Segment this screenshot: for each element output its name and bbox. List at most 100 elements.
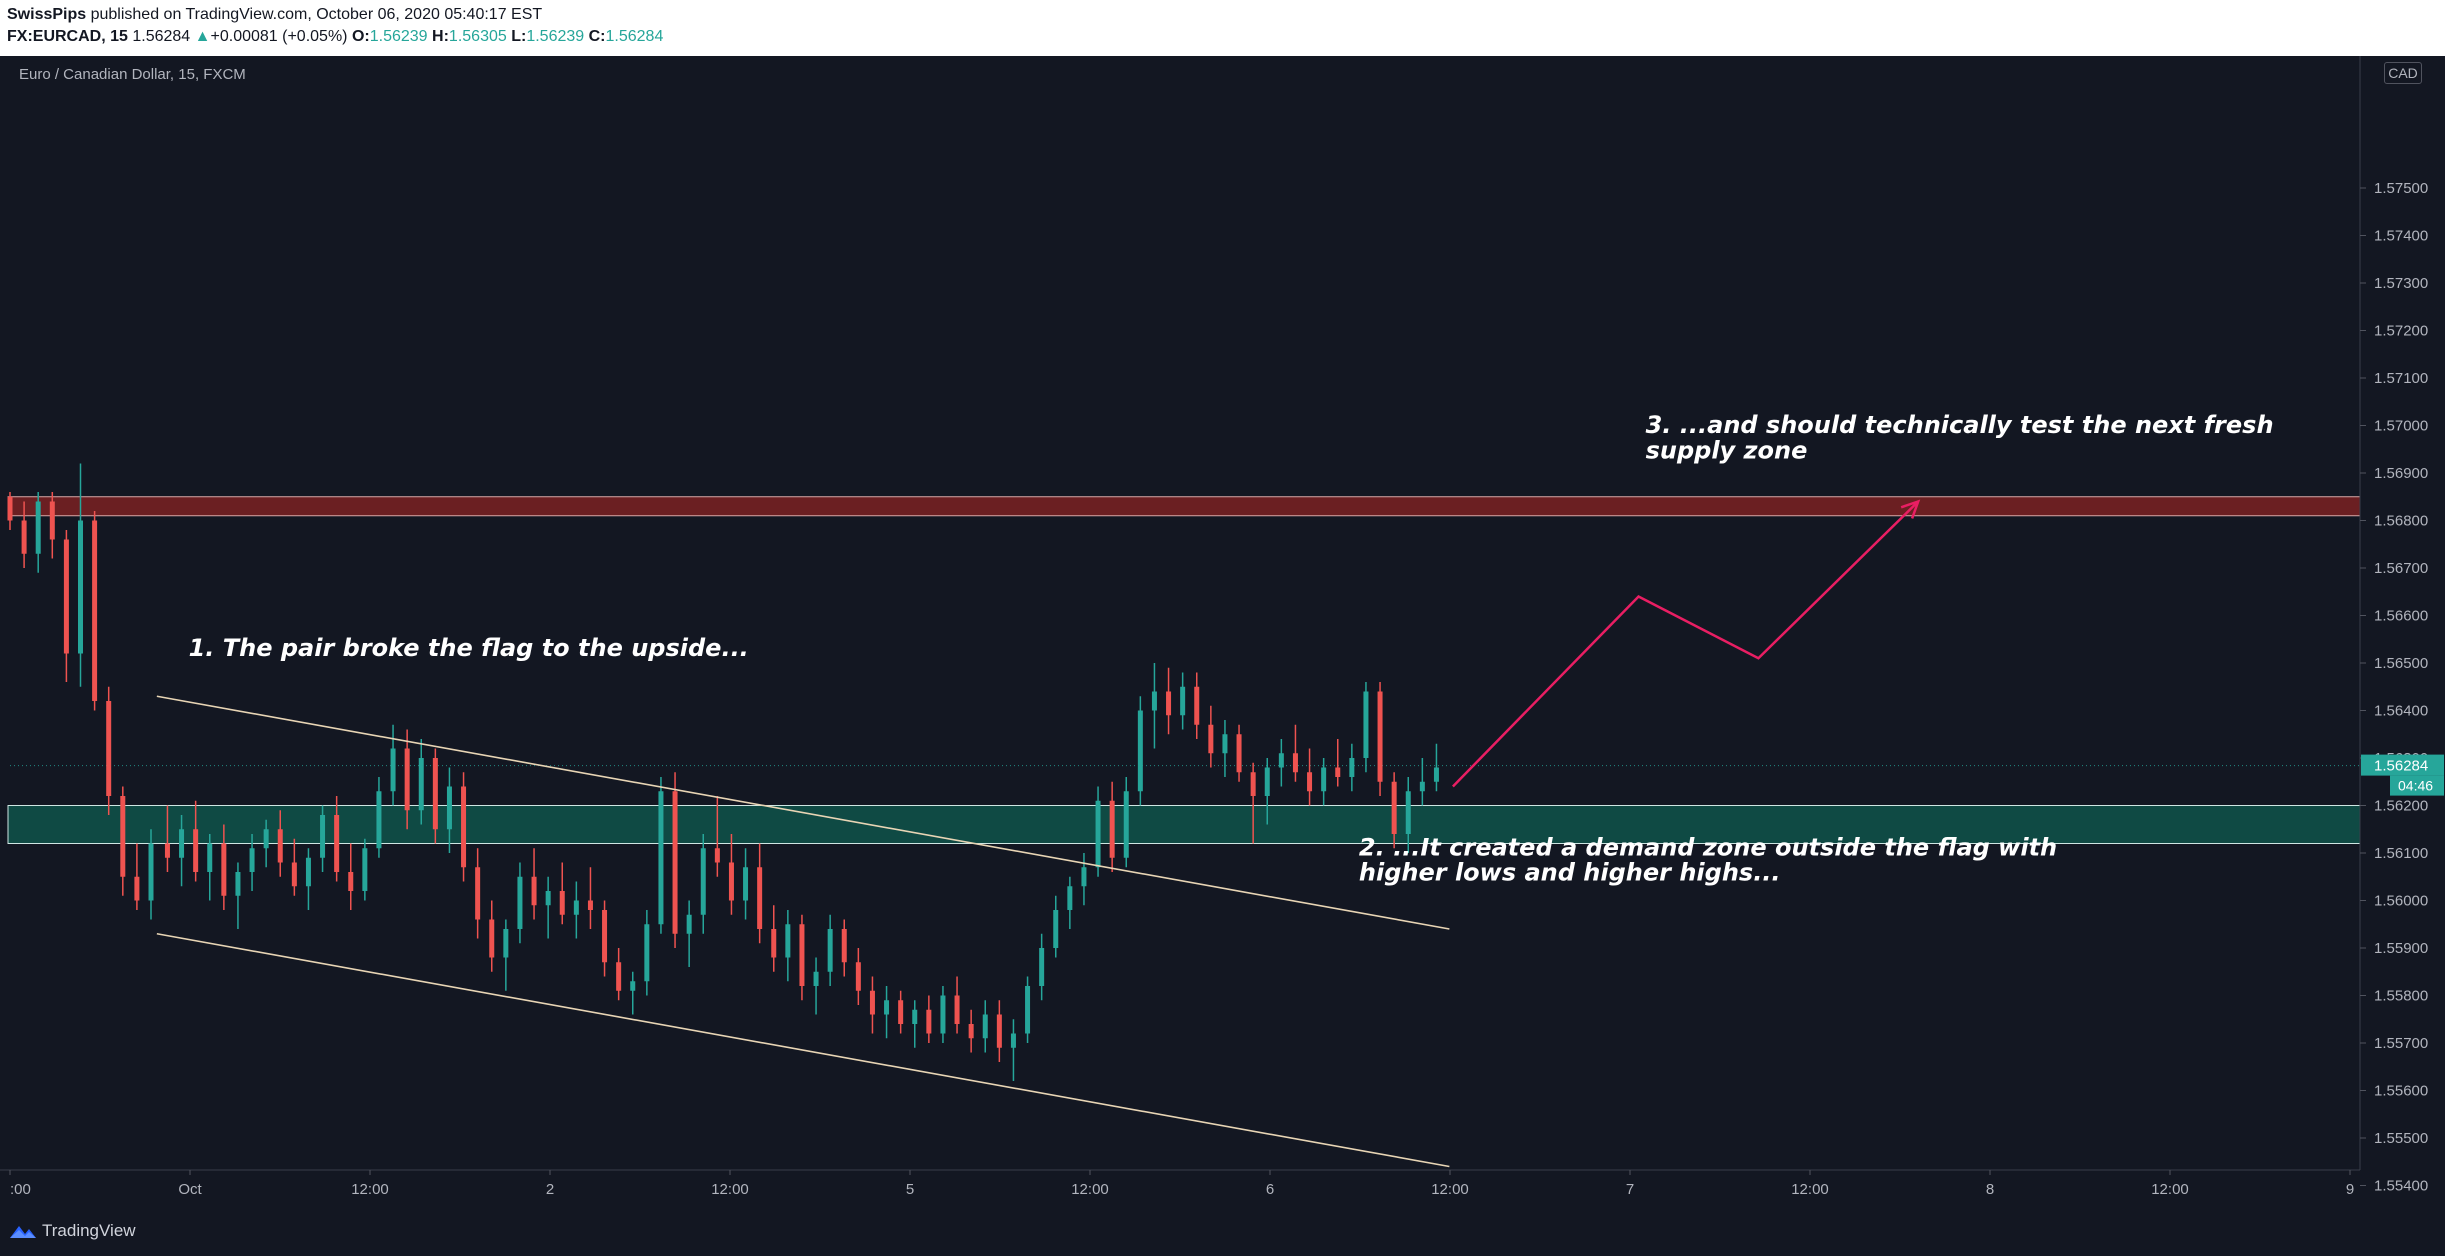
candle-body[interactable] [714, 848, 720, 863]
candle-body[interactable] [263, 829, 269, 849]
candle-body[interactable] [291, 862, 297, 887]
candle-body[interactable] [362, 848, 368, 891]
candle-body[interactable] [743, 867, 749, 901]
candle-body[interactable] [221, 843, 227, 896]
candle-body[interactable] [134, 876, 140, 901]
candle-body[interactable] [1095, 800, 1101, 868]
candle-body[interactable] [1222, 734, 1228, 754]
candle-body[interactable] [78, 520, 83, 654]
candle-body[interactable] [630, 981, 636, 991]
candle-body[interactable] [320, 815, 326, 858]
price-axis[interactable] [2360, 56, 2445, 1206]
candle-body[interactable] [785, 924, 791, 958]
chart-annotation[interactable]: higher lows and higher highs... [1359, 859, 1781, 887]
candle-body[interactable] [1292, 753, 1298, 773]
candle-body[interactable] [489, 919, 495, 958]
candle-body[interactable] [517, 876, 523, 929]
candle-body[interactable] [92, 520, 98, 702]
supply-zone[interactable] [7, 496, 2361, 517]
demand-zone[interactable] [7, 805, 2361, 844]
flag-lower-trendline[interactable] [156, 932, 1450, 1168]
candle-body[interactable] [968, 1024, 974, 1039]
candle-body[interactable] [1419, 781, 1425, 792]
candle-body[interactable] [1109, 800, 1115, 858]
candle-body[interactable] [1053, 910, 1059, 948]
candle-body[interactable] [559, 891, 565, 915]
candle-body[interactable] [841, 929, 847, 963]
candle-body[interactable] [475, 867, 481, 920]
candle-body[interactable] [926, 1009, 932, 1034]
candle-body[interactable] [573, 900, 579, 915]
candle-body[interactable] [1391, 781, 1397, 834]
candle-body[interactable] [1405, 791, 1411, 834]
candle-body[interactable] [728, 862, 734, 901]
candle-body[interactable] [771, 929, 777, 958]
author-name[interactable]: SwissPips [7, 6, 87, 23]
chart-area[interactable]: 1. The pair broke the flag to the upside… [0, 56, 2445, 1206]
candle-body[interactable] [1307, 772, 1313, 792]
candle-body[interactable] [35, 501, 41, 554]
candle-body[interactable] [1025, 986, 1031, 1034]
candle-body[interactable] [672, 791, 678, 934]
candle-body[interactable] [179, 829, 185, 858]
candle-body[interactable] [1377, 691, 1383, 782]
candle-body[interactable] [1236, 734, 1242, 773]
candle-body[interactable] [1250, 772, 1256, 796]
candle-body[interactable] [461, 786, 467, 868]
candle-body[interactable] [898, 1000, 904, 1024]
candlestick-chart[interactable]: 1. The pair broke the flag to the upside… [0, 56, 2445, 1206]
candle-body[interactable] [1123, 791, 1129, 858]
current-price-tag[interactable] [2361, 754, 2444, 776]
candle-body[interactable] [616, 962, 622, 991]
candle-body[interactable] [418, 758, 424, 811]
candle-body[interactable] [376, 791, 382, 849]
candle-body[interactable] [1180, 686, 1186, 716]
candle-body[interactable] [207, 843, 213, 873]
candle-body[interactable] [7, 496, 13, 521]
candle-body[interactable] [644, 924, 650, 982]
candle-body[interactable] [545, 891, 551, 906]
candle-body[interactable] [912, 1009, 918, 1024]
candle-body[interactable] [404, 748, 410, 811]
candle-body[interactable] [869, 990, 875, 1015]
candle-body[interactable] [1433, 767, 1439, 782]
tradingview-logo-icon[interactable] [8, 1222, 38, 1240]
candle-body[interactable] [1039, 948, 1045, 986]
candle-body[interactable] [587, 900, 593, 911]
candle-body[interactable] [884, 1000, 890, 1015]
chart-annotation[interactable]: supply zone [1646, 436, 1808, 464]
candle-body[interactable] [1208, 724, 1214, 754]
candle-body[interactable] [982, 1014, 988, 1039]
candle-body[interactable] [855, 962, 861, 991]
candle-body[interactable] [120, 796, 126, 877]
candle-body[interactable] [686, 914, 692, 934]
candle-body[interactable] [305, 857, 311, 887]
chart-annotation[interactable]: 2. ...It created a demand zone outside t… [1359, 833, 2057, 861]
candle-body[interactable] [602, 910, 608, 963]
candle-body[interactable] [757, 867, 763, 929]
projection-path[interactable] [1452, 500, 1920, 788]
candle-body[interactable] [148, 843, 154, 901]
candle-body[interactable] [1081, 867, 1087, 887]
candle-body[interactable] [1363, 691, 1369, 759]
candle-body[interactable] [940, 995, 946, 1034]
candle-body[interactable] [658, 791, 664, 925]
candle-body[interactable] [1321, 767, 1327, 792]
candle-body[interactable] [106, 701, 112, 796]
candle-body[interactable] [1137, 710, 1143, 792]
candle-body[interactable] [1166, 691, 1172, 716]
candle-body[interactable] [1335, 767, 1341, 778]
flag-upper-trendline[interactable] [156, 695, 1450, 930]
candle-body[interactable] [503, 929, 509, 958]
candle-body[interactable] [277, 829, 283, 863]
chart-annotation[interactable]: 1. The pair broke the flag to the upside… [189, 634, 749, 662]
candle-body[interactable] [164, 843, 170, 858]
candle-body[interactable] [700, 848, 706, 915]
candle-body[interactable] [531, 876, 537, 906]
candle-body[interactable] [1067, 886, 1073, 910]
candle-body[interactable] [432, 758, 438, 830]
candle-body[interactable] [193, 829, 199, 872]
candle-body[interactable] [334, 815, 340, 872]
candle-body[interactable] [249, 848, 255, 872]
candle-body[interactable] [1278, 753, 1284, 768]
